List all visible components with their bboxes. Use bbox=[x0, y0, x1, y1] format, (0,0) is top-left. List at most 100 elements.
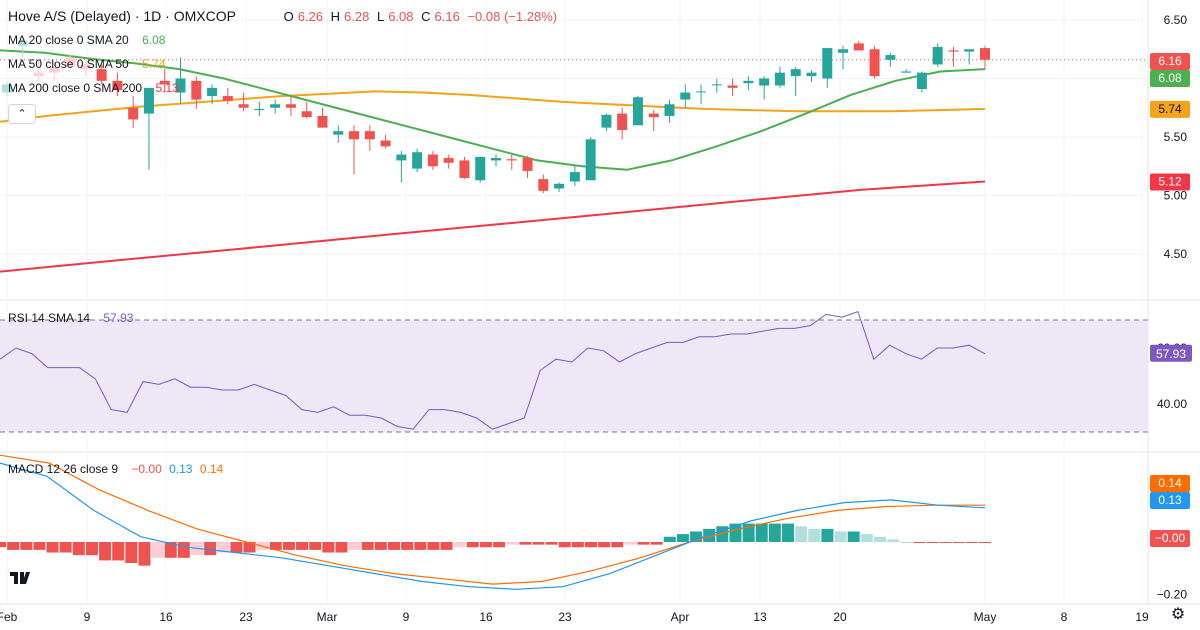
macd-histogram-bar bbox=[768, 523, 781, 542]
candle-body bbox=[743, 80, 754, 84]
macd-histogram-bar bbox=[887, 539, 900, 542]
y-tick-label: 4.50 bbox=[1164, 247, 1188, 261]
x-tick-label: Feb bbox=[0, 610, 18, 624]
x-tick-label: Mar bbox=[317, 610, 338, 624]
candle-body bbox=[254, 108, 265, 111]
macd-histogram-bar bbox=[335, 542, 348, 553]
macd-value: 0.13 bbox=[169, 462, 193, 476]
candle-body bbox=[727, 85, 738, 88]
collapse-legend-button[interactable]: ⌃ bbox=[8, 104, 36, 124]
macd-hist-value: −0.00 bbox=[131, 462, 162, 476]
macd-histogram-bar bbox=[939, 542, 952, 543]
macd-histogram-bar bbox=[99, 542, 112, 561]
macd-histogram-bar bbox=[532, 542, 545, 545]
ohlc-high: H 6.28 bbox=[330, 9, 370, 24]
macd-axis-badge-text: −0.00 bbox=[1155, 531, 1186, 545]
macd-histogram-bar bbox=[952, 542, 965, 543]
candle-body bbox=[790, 69, 801, 77]
ohlc-low: L 6.08 bbox=[376, 9, 414, 24]
candle-body bbox=[238, 104, 249, 108]
candle-body bbox=[491, 158, 501, 161]
gear-icon[interactable]: ⚙ bbox=[1170, 606, 1186, 623]
macd-histogram-bar bbox=[742, 523, 755, 542]
ma20-value: 6.08 bbox=[142, 33, 166, 47]
candle-body bbox=[964, 49, 975, 52]
macd-histogram-bar bbox=[414, 542, 427, 550]
macd-histogram-bar bbox=[729, 523, 742, 542]
candle-body bbox=[932, 46, 943, 65]
tradingview-logo-icon[interactable] bbox=[8, 568, 38, 594]
candle-body bbox=[696, 91, 707, 93]
macd-histogram-bar bbox=[571, 542, 584, 548]
macd-histogram-bar bbox=[519, 542, 532, 545]
macd-histogram-bar bbox=[7, 542, 20, 550]
candle-body bbox=[585, 139, 596, 181]
macd-histogram-bar bbox=[821, 528, 834, 542]
macd-histogram-bar bbox=[808, 528, 821, 542]
macd-histogram-bar bbox=[388, 542, 400, 550]
rsi-value: 57.93 bbox=[103, 311, 134, 325]
candle-body bbox=[522, 158, 533, 171]
candle-body bbox=[349, 131, 360, 140]
price-axis-badge-text: 5.12 bbox=[1158, 174, 1182, 188]
macd-histogram-bar bbox=[847, 531, 860, 542]
macd-axis-badge bbox=[1150, 530, 1190, 547]
legend-macd[interactable]: MACD 12 26 close 9 −0.00 0.13 0.14 bbox=[8, 462, 227, 476]
macd-axis-badge-text: 0.13 bbox=[1158, 493, 1182, 507]
x-tick-label: 23 bbox=[239, 610, 253, 624]
price-axis-badge bbox=[1150, 173, 1190, 191]
candle-body bbox=[806, 72, 817, 77]
candle-body bbox=[412, 152, 423, 169]
x-tick-label: 8 bbox=[1061, 610, 1068, 624]
signal-line bbox=[0, 454, 985, 585]
macd-histogram-bar bbox=[217, 542, 230, 553]
rsi-label: RSI 14 SMA 14 bbox=[8, 311, 91, 325]
x-tick-label: 9 bbox=[403, 610, 410, 624]
candle-body bbox=[112, 80, 123, 91]
candle-body bbox=[96, 69, 107, 81]
ma50-line bbox=[0, 90, 986, 123]
macd-histogram-bar bbox=[676, 534, 689, 542]
symbol-header: Hove A/S (Delayed) · 1D · OMXCOP O 6.26 H… bbox=[8, 8, 561, 24]
candle-body bbox=[17, 41, 28, 46]
candle-body bbox=[601, 114, 612, 128]
macd-histogram-bar bbox=[979, 542, 991, 543]
ma200-line bbox=[0, 180, 986, 273]
macd-histogram-bar bbox=[33, 542, 46, 550]
candle-body bbox=[648, 113, 659, 118]
macd-histogram-bar bbox=[309, 542, 322, 550]
macd-histogram-bar bbox=[873, 536, 886, 542]
x-tick-label: 19 bbox=[1135, 610, 1149, 624]
macd-histogram-bar bbox=[138, 542, 151, 566]
macd-histogram-bar bbox=[85, 542, 98, 556]
rsi-line bbox=[0, 310, 986, 430]
price-axis-badge bbox=[1150, 70, 1190, 87]
legend-ma20[interactable]: MA 20 close 0 SMA 20 6.08 bbox=[8, 33, 169, 47]
symbol-title[interactable]: Hove A/S (Delayed) · 1D · OMXCOP bbox=[8, 8, 236, 24]
macd-axis-badge bbox=[1150, 475, 1190, 492]
candle-body bbox=[207, 87, 218, 97]
ma50-label: MA 50 close 0 SMA 50 bbox=[8, 57, 129, 71]
candle-body bbox=[506, 159, 517, 161]
candle-body bbox=[617, 113, 628, 130]
price-axis-badge bbox=[1150, 53, 1190, 70]
ohlc-change: −0.08 (−1.28%) bbox=[467, 9, 558, 24]
candle-body bbox=[664, 104, 675, 116]
rsi-band bbox=[0, 320, 1148, 432]
macd-histogram-bar bbox=[690, 531, 703, 542]
candle-body bbox=[333, 131, 344, 135]
candle-body bbox=[128, 107, 139, 120]
macd-histogram-bar bbox=[493, 542, 506, 548]
macd-histogram-bar bbox=[151, 542, 164, 558]
legend-ma200[interactable]: MA 200 close 0 SMA 200 5.13 bbox=[8, 81, 183, 95]
macd-histogram-bar bbox=[755, 523, 768, 542]
candle-body bbox=[159, 80, 170, 85]
macd-histogram-bar bbox=[164, 542, 177, 558]
macd-histogram-bar bbox=[637, 542, 650, 545]
legend-ma50[interactable]: MA 50 close 0 SMA 50 5.74 bbox=[8, 57, 169, 71]
macd-histogram-bar bbox=[322, 542, 335, 553]
legend-rsi[interactable]: RSI 14 SMA 14 57.93 bbox=[8, 311, 137, 325]
macd-histogram-bar bbox=[361, 542, 374, 550]
macd-histogram-bar bbox=[296, 542, 309, 550]
